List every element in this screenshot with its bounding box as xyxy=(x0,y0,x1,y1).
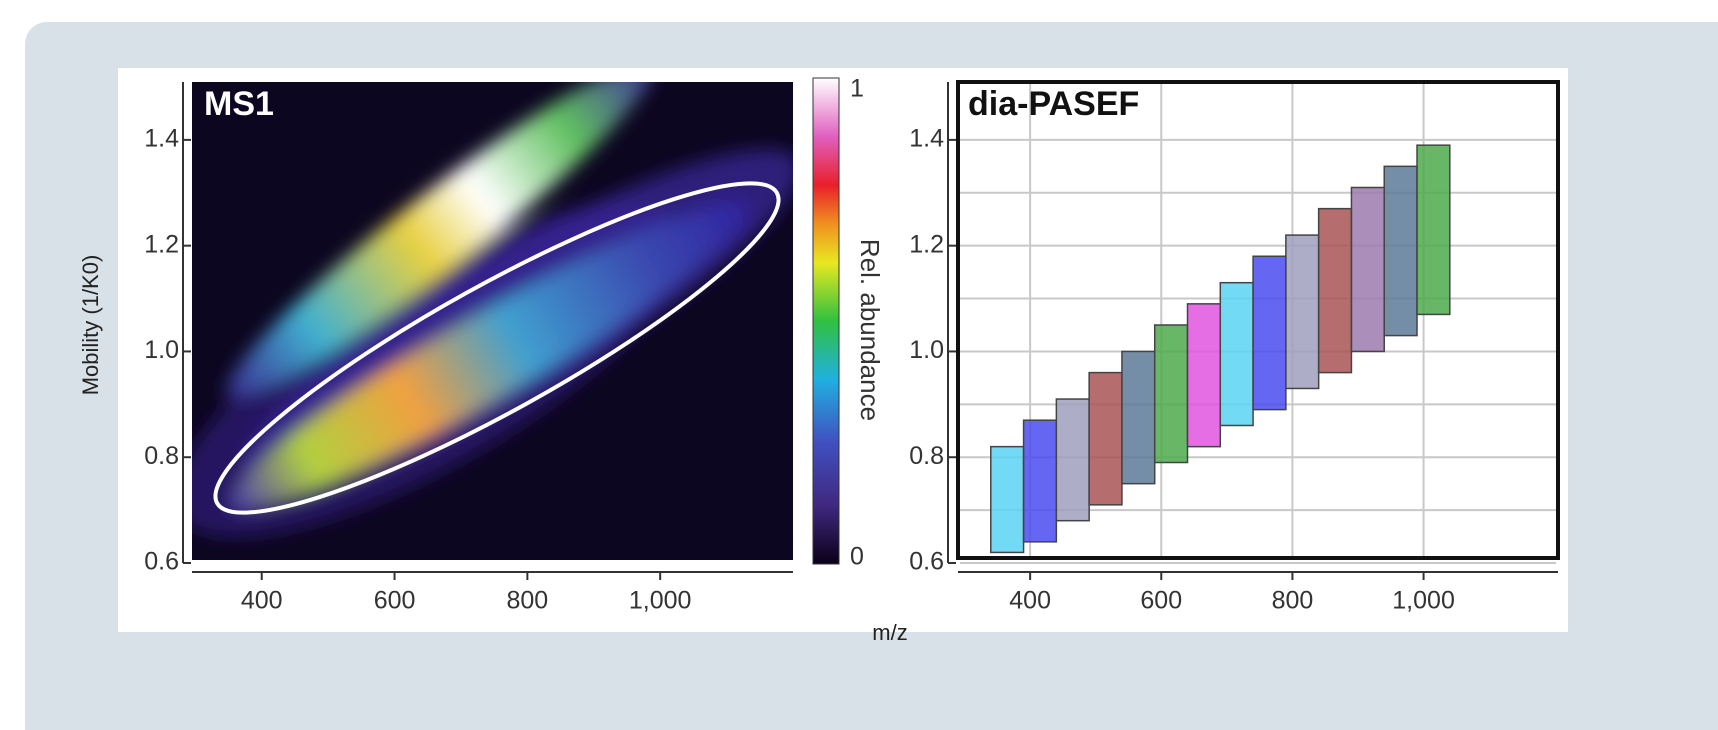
isolation-window xyxy=(1317,207,1353,374)
isolation-window xyxy=(1350,186,1385,353)
x-tick-label: 1,000 xyxy=(1392,587,1455,615)
isolation-window xyxy=(1416,144,1451,316)
windows-plot xyxy=(960,84,1556,564)
isolation-window xyxy=(1219,281,1254,427)
x-tick-label: 400 xyxy=(241,587,283,615)
chart-title: dia-PASEF xyxy=(968,85,1139,123)
heatmap xyxy=(192,82,793,560)
x-tick-label: 400 xyxy=(1009,587,1051,615)
heatmap-density xyxy=(192,82,793,537)
y-tick-label: 0.8 xyxy=(144,442,179,470)
y-tick-label: 1.4 xyxy=(909,124,944,152)
y-tick-label: 1.2 xyxy=(144,230,179,258)
x-axis-label: m/z xyxy=(872,620,907,645)
isolation-window xyxy=(1121,350,1156,485)
colorbar xyxy=(812,77,840,565)
isolation-window xyxy=(1022,419,1058,543)
isolation-window xyxy=(1055,398,1090,522)
x-tick-label: 800 xyxy=(1272,587,1314,615)
highlight-ellipse xyxy=(213,181,781,515)
colorbar-tick-label: 1 xyxy=(850,75,864,103)
y-tick-label: 1.0 xyxy=(909,336,944,364)
x-tick-label: 1,000 xyxy=(629,587,692,615)
isolation-window xyxy=(1285,234,1320,390)
y-tick-label: 1.2 xyxy=(909,230,944,258)
isolation-window xyxy=(1252,255,1287,411)
y-tick-label: 1.4 xyxy=(144,124,179,152)
isolation-window xyxy=(1186,303,1222,448)
isolation-window xyxy=(990,445,1025,554)
y-tick-label: 1.0 xyxy=(144,336,179,364)
colorbar-tick-label: 0 xyxy=(850,543,864,571)
colorbar-label: Rel. abundance xyxy=(855,239,885,421)
y-tick-label: 0.8 xyxy=(909,442,944,470)
y-tick-label: 0.6 xyxy=(909,548,944,576)
x-tick-label: 600 xyxy=(374,587,416,615)
isolation-window xyxy=(1383,165,1418,337)
chart-title: MS1 xyxy=(204,85,274,123)
isolation-window xyxy=(1088,371,1123,506)
x-tick-label: 600 xyxy=(1140,587,1182,615)
y-tick-label: 0.6 xyxy=(144,548,179,576)
isolation-window xyxy=(1153,324,1189,464)
x-tick-label: 800 xyxy=(507,587,549,615)
plot-frame xyxy=(956,80,1560,560)
y-axis-label: Mobility (1/K0) xyxy=(78,255,103,396)
